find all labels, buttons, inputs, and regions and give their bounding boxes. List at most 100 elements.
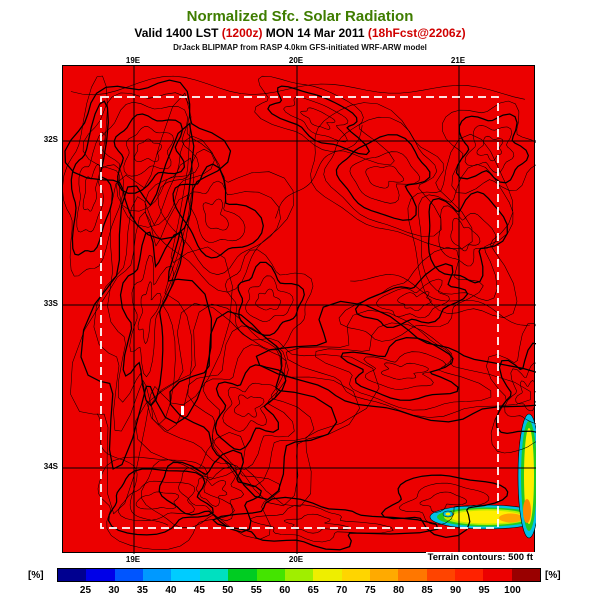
terrain-contour [169,310,338,501]
colorbar-tick-label: 65 [307,585,319,596]
terrain-contour [486,323,536,454]
colorbar-segment [284,569,314,581]
colorbar-tick-label: 25 [79,585,92,596]
terrain-contour [233,394,265,418]
colorbar-tick-label: 45 [193,585,205,596]
forecast-note: (18hFcst@2206z) [367,26,466,40]
colorbar-segment [369,569,399,581]
terrain-contour [134,138,162,162]
terrain-contour [202,198,229,231]
terrain-contour [64,79,232,240]
terrain-contour [380,362,429,380]
terrain-contour [172,163,264,259]
valid-time-line: Valid 1400 LST (1200z) MON 14 Mar 2011 (… [0,26,600,40]
terrain-contour [196,477,228,507]
left-axis-label-32s: 32S [43,135,58,144]
terrain-contour [380,474,509,539]
terrain-contour [151,303,361,507]
colorbar-segment [511,569,541,581]
colorbar-segment [455,569,484,581]
page-title: Normalized Sfc. Solar Radiation [186,8,414,25]
colorbar-tick-label: 50 [222,585,234,596]
terrain-contour [237,261,305,336]
top-axis-label-20e: 20E [288,56,304,65]
terrain-note: Terrain contours: 500 ft [425,552,535,563]
terrain-contour [419,491,467,513]
colorbar-segment [398,569,427,581]
terrain-contour [427,191,508,284]
terrain-contour [338,246,484,342]
terrain-contour [350,274,530,326]
terrain-contour [442,100,536,194]
bottom-axis-label-20e: 20E [288,555,304,564]
colorbar-segment [483,569,512,581]
colorbar-segment [58,569,87,581]
terrain-contour [82,92,215,228]
terrain-contour [187,325,315,488]
terrain-contour [222,382,278,432]
terrain-contour [275,125,363,219]
colorbar-tick-label: 70 [336,585,348,596]
terrain-contour [135,491,179,510]
terrain-contour [123,126,174,177]
left-axis-label-33s: 33S [43,299,58,308]
colorbar-tick-label: 100 [504,585,521,596]
terrain-contour [158,449,263,533]
terrain-contour [212,496,439,551]
model-attribution-line: DrJack BLIPMAP from RASP 4.0km GFS-initi… [173,43,427,52]
colorbar-tick-label: 90 [450,585,462,596]
terrain-contour [315,322,492,411]
terrain-contour [99,101,200,212]
colorbar-tick-label: 80 [393,585,405,596]
valid-date: MON 14 Mar 2011 [265,26,365,40]
terrain-contour [254,75,395,166]
terrain-contour [157,148,281,275]
terrain-contour [224,249,314,351]
terrain-contour [113,113,186,194]
valid-time: Valid 1400 LST [134,26,219,40]
domain-boundary-box [100,96,499,529]
colorbar-tick-label: 95 [478,585,490,596]
colorbar-labels: 25 30 35 40 45 50 55 60 65 70 75 80 85 90 95 100 [57,585,541,597]
grid-lines [63,66,536,554]
colorbar-segment [313,569,342,581]
colorbar-tick-label: 55 [250,585,262,596]
terrain-contour [455,113,530,184]
terrain-contour [129,255,174,378]
terrain-contour [397,291,432,311]
terrain-contour [119,231,185,407]
terrain-contour [349,151,420,204]
colorbar-segment [171,569,200,581]
colorbar-segment [256,569,285,581]
terrain-contour [283,96,349,143]
terrain-contour [63,75,124,277]
top-axis-label-19e: 19E [125,56,141,65]
terrain-contour [310,102,473,250]
top-axis-label-21e: 21E [450,56,466,65]
terrain-contour [515,380,536,412]
map-graphics [63,66,536,554]
terrain-contour [495,342,536,435]
terrain-contour [70,100,114,256]
terrain-contour [135,303,380,507]
terrain-contour [300,107,336,130]
terrain-contour [137,281,162,345]
terrain-contour [144,135,294,293]
colorbar-segment [426,569,456,581]
terrain-contour [398,482,490,526]
valid-utc: (1200z) [221,26,263,40]
terrain-contour [267,85,371,156]
unit-label-right: [%] [545,570,561,581]
terrain-contour [464,125,515,174]
terrain-contour [438,205,497,267]
terrain-contour [82,163,100,212]
colorbar-tick-label: 35 [136,585,148,596]
colorbar-segment [341,569,370,581]
colorbar-tick-label: 85 [421,585,433,596]
contour-layer [63,75,536,551]
terrain-contour [249,504,394,543]
colorbar-segment [114,569,144,581]
colorbar-segment [228,569,257,581]
bottom-axis-label-19e: 19E [125,555,141,564]
